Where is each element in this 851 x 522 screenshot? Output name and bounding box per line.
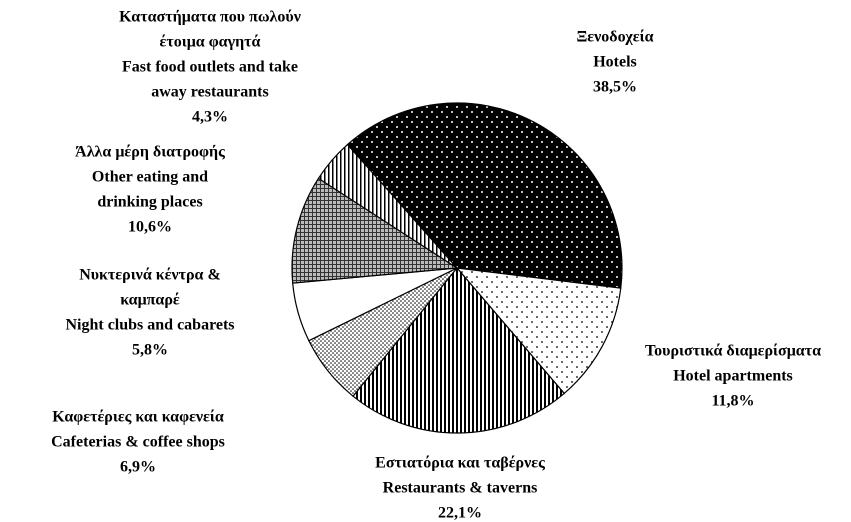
slice-label: Νυκτερινά κέντρα & <box>79 267 221 284</box>
slice-label: drinking places <box>97 194 202 211</box>
pie-slice <box>291 177 459 284</box>
slice-label: Άλλα μέρη διατροφής <box>75 144 225 161</box>
slice-label: Καταστήματα που πωλούν <box>119 9 301 26</box>
slice-label: Other eating and <box>92 169 208 186</box>
value-label: 10,6% <box>128 219 172 236</box>
slice-label: Night clubs and cabarets <box>65 317 234 334</box>
slice-label: Τουριστικά διαμερίσματα <box>645 343 821 360</box>
value-label: 22,1% <box>438 505 482 522</box>
pie-slice <box>455 267 622 395</box>
slice-label: καμπαρέ <box>120 292 180 309</box>
pie-slice <box>346 102 623 289</box>
slice-label: έτοιμα φαγητά <box>160 34 261 51</box>
slice-label: Restaurants & taverns <box>383 480 538 497</box>
slice-label: Hotels <box>593 54 637 71</box>
pie-slice <box>317 143 458 269</box>
value-label: 11,8% <box>711 393 754 410</box>
value-label: 38,5% <box>593 79 637 96</box>
slice-label: Εστιατόρια και ταβέρνες <box>375 455 545 472</box>
slice-label: Hotel apartments <box>673 368 793 385</box>
value-label: 6,9% <box>120 459 156 476</box>
slice-label: Καφετέριες και καφενεία <box>52 409 224 426</box>
slice-label: Fast food outlets and take <box>122 59 298 76</box>
slice-label: Cafeterias & coffee shops <box>51 434 225 451</box>
slice-label: away restaurants <box>151 84 268 101</box>
slice-label: Ξενοδοχεία <box>576 29 653 46</box>
value-label: 4,3% <box>192 109 228 126</box>
value-label: 5,8% <box>132 342 168 359</box>
pie-slice <box>352 267 566 434</box>
